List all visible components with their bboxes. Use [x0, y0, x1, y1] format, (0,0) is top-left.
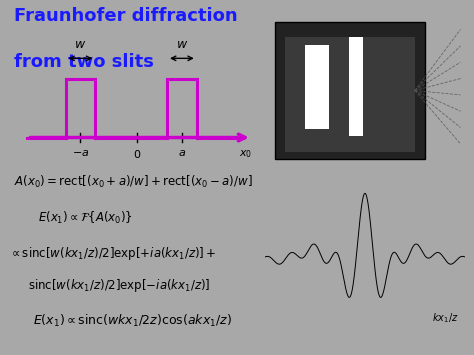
- Text: $kx_1/z$: $kx_1/z$: [432, 311, 458, 325]
- Bar: [349, 37, 363, 136]
- Text: $0$: $0$: [133, 148, 142, 160]
- Bar: [275, 22, 425, 159]
- Text: $a$: $a$: [178, 148, 186, 158]
- Text: $E(x_1) \propto \mathrm{sinc}(wkx_1/2z)\cos(akx_1/z)$: $E(x_1) \propto \mathrm{sinc}(wkx_1/2z)\…: [33, 313, 232, 329]
- Text: $w$: $w$: [176, 38, 188, 51]
- Text: $A(x_0) = \mathrm{rect}[(x_0+a)/w] + \mathrm{rect}[(x_0-a)/w]$: $A(x_0) = \mathrm{rect}[(x_0+a)/w] + \ma…: [14, 174, 253, 190]
- Text: Fraunhofer diffraction: Fraunhofer diffraction: [14, 7, 238, 25]
- Text: from two slits: from two slits: [14, 53, 154, 71]
- Text: $E(x_1) \propto \mathcal{F}\{A(x_0)\}$: $E(x_1) \propto \mathcal{F}\{A(x_0)\}$: [38, 209, 133, 225]
- Text: $-a$: $-a$: [72, 148, 89, 158]
- Text: $x_0$: $x_0$: [239, 148, 252, 160]
- Bar: [285, 37, 415, 152]
- Bar: [305, 45, 329, 129]
- Text: $\propto \mathrm{sinc}[w(kx_1/z)/2]\mathrm{exp}[+ia(kx_1/z)]+$: $\propto \mathrm{sinc}[w(kx_1/z)/2]\math…: [9, 245, 217, 262]
- Text: $\mathrm{sinc}[w(kx_1/z)/2]\mathrm{exp}[-ia(kx_1/z)]$: $\mathrm{sinc}[w(kx_1/z)/2]\mathrm{exp}[…: [28, 277, 211, 294]
- Text: $w$: $w$: [74, 38, 86, 51]
